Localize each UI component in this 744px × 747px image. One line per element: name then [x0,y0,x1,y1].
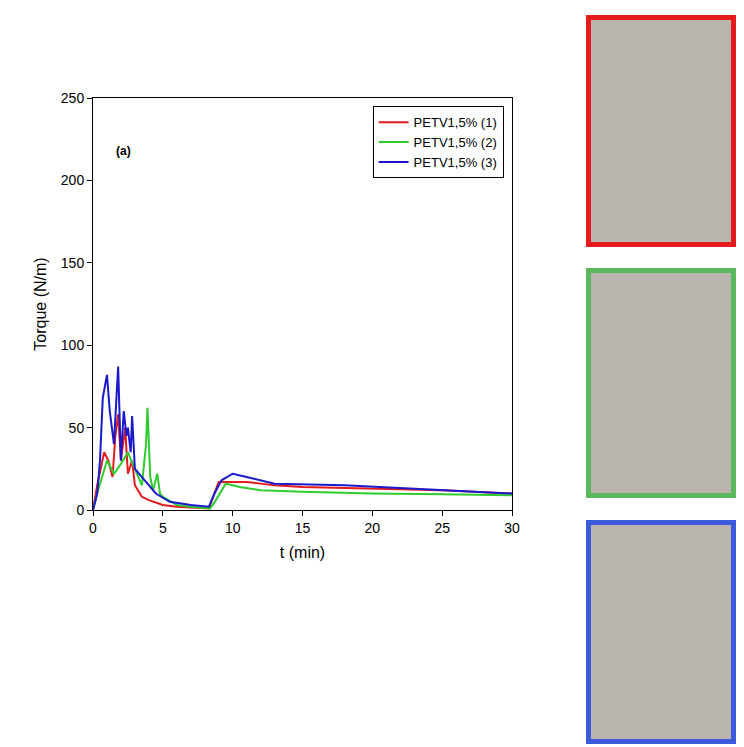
svg-text:250: 250 [61,90,85,106]
svg-text:0: 0 [89,520,97,536]
svg-text:5: 5 [159,520,167,536]
svg-text:30: 30 [504,520,520,536]
svg-text:(a): (a) [116,144,131,158]
svg-text:15: 15 [295,520,311,536]
svg-text:PETV1,5% (1): PETV1,5% (1) [414,115,497,130]
svg-text:Torque (N/m): Torque (N/m) [32,257,49,350]
svg-text:0: 0 [76,502,84,518]
svg-text:t (min): t (min) [280,544,325,561]
svg-text:10: 10 [225,520,241,536]
svg-text:20: 20 [365,520,381,536]
svg-text:50: 50 [69,420,85,436]
svg-text:PETV1,5% (2): PETV1,5% (2) [414,135,497,150]
svg-text:100: 100 [61,337,85,353]
svg-text:200: 200 [61,172,85,188]
svg-text:PETV1,5% (3): PETV1,5% (3) [414,155,497,170]
svg-text:150: 150 [61,255,85,271]
svg-text:25: 25 [434,520,450,536]
